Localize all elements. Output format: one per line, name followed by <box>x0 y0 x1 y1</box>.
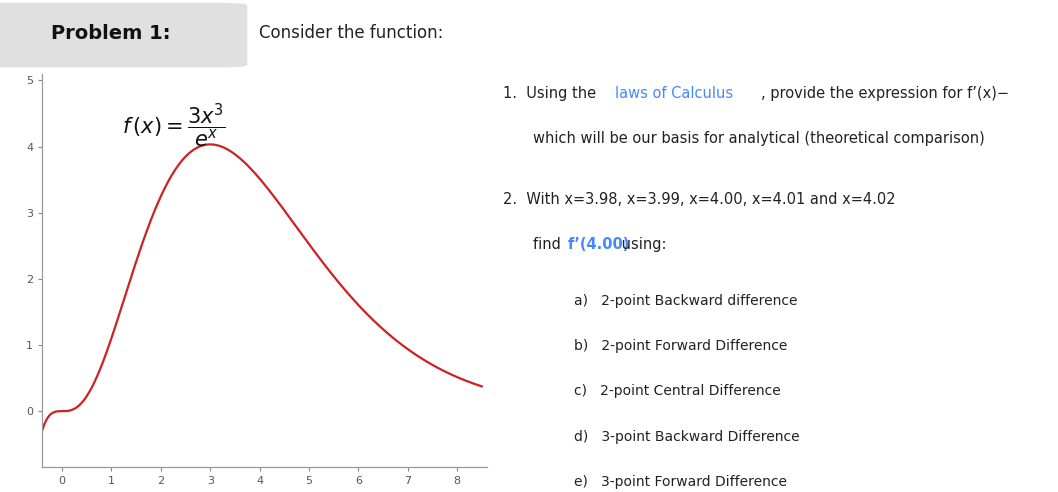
Text: using:: using: <box>617 237 667 252</box>
Text: Consider the function:: Consider the function: <box>259 24 443 42</box>
FancyBboxPatch shape <box>0 3 247 67</box>
Text: $f\,(x) = \dfrac{3x^3}{e^x}$: $f\,(x) = \dfrac{3x^3}{e^x}$ <box>123 101 225 150</box>
Text: c)   2-point Central Difference: c) 2-point Central Difference <box>574 384 781 399</box>
Text: e)   3-point Forward Difference: e) 3-point Forward Difference <box>574 475 787 489</box>
Text: which will be our basis for analytical (theoretical comparison): which will be our basis for analytical (… <box>533 131 985 146</box>
Text: 2.  With x=3.98, x=3.99, x=4.00, x=4.01 and x=4.02: 2. With x=3.98, x=3.99, x=4.00, x=4.01 a… <box>503 192 895 207</box>
Text: Problem 1:: Problem 1: <box>52 24 170 43</box>
Text: find: find <box>533 237 565 252</box>
Text: b)   2-point Forward Difference: b) 2-point Forward Difference <box>574 339 787 353</box>
Text: laws of Calculus: laws of Calculus <box>616 86 733 100</box>
Text: 1.  Using the: 1. Using the <box>503 86 600 100</box>
Text: , provide the expression for f’(x)−: , provide the expression for f’(x)− <box>761 86 1009 100</box>
Text: a)   2-point Backward difference: a) 2-point Backward difference <box>574 294 798 308</box>
Text: f’(4.00): f’(4.00) <box>567 237 630 252</box>
Text: d)   3-point Backward Difference: d) 3-point Backward Difference <box>574 430 800 444</box>
